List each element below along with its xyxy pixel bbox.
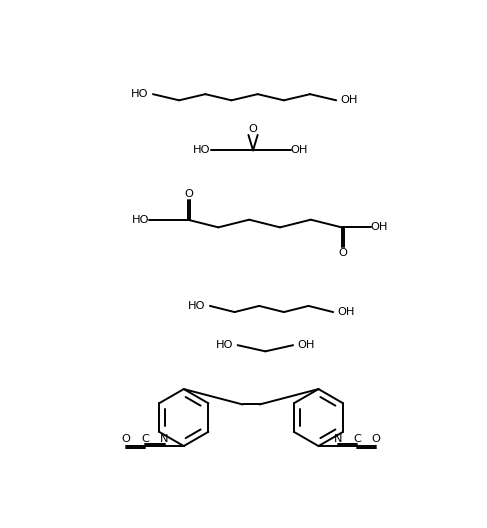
Text: HO: HO xyxy=(131,89,149,99)
Text: HO: HO xyxy=(188,301,206,311)
Text: O: O xyxy=(338,248,347,258)
Text: C: C xyxy=(353,434,361,444)
Text: O: O xyxy=(249,124,258,134)
Text: HO: HO xyxy=(193,145,211,155)
Text: N: N xyxy=(160,434,169,444)
Text: OH: OH xyxy=(291,145,308,155)
Text: OH: OH xyxy=(338,307,355,317)
Text: O: O xyxy=(122,434,131,444)
Text: OH: OH xyxy=(341,96,358,105)
Text: N: N xyxy=(334,434,342,444)
Text: O: O xyxy=(372,434,381,444)
Text: HO: HO xyxy=(216,340,233,350)
Text: C: C xyxy=(141,434,149,444)
Text: OH: OH xyxy=(298,340,315,350)
Text: OH: OH xyxy=(371,222,388,232)
Text: HO: HO xyxy=(131,215,149,225)
Text: O: O xyxy=(184,189,193,199)
